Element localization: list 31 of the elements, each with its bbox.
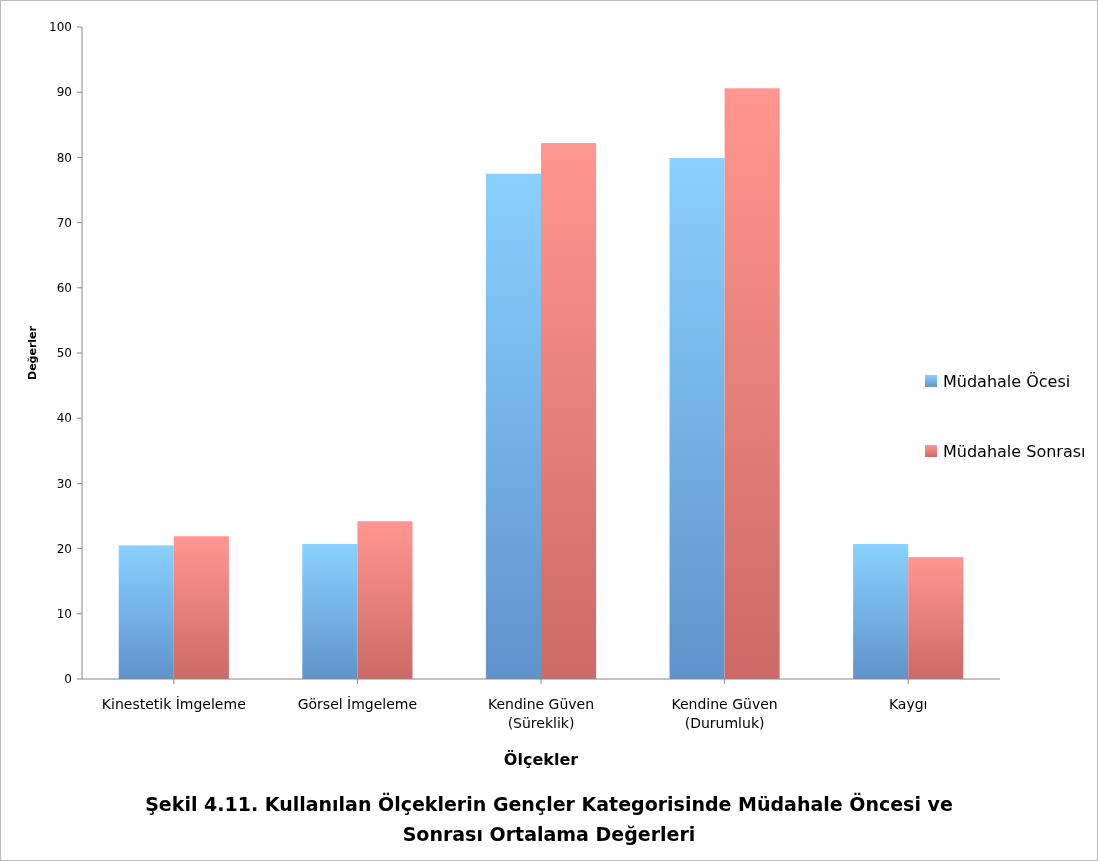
y-tick-label: 80 (56, 150, 72, 165)
bar (541, 143, 597, 679)
text: Şekil 4.11. Kullanılan Ölçeklerin Gençler Kategorisinde Müdahale Öncesi ve Sonrası Ortalama Değerleri (145, 792, 953, 845)
legend-label: Müdahale Öcesi (943, 371, 1071, 391)
bar (302, 544, 358, 679)
bar (173, 536, 229, 679)
x-tick-label: Kinestetik İmgeleme (101, 695, 246, 712)
x-tick-label: Kendine Güven (Süreklik) (487, 696, 595, 731)
bar (908, 557, 964, 679)
bar (853, 544, 909, 679)
y-tick-label: 10 (56, 607, 72, 621)
y-tick-label: 60 (56, 281, 72, 295)
x-tick-label: Kendine Güven (Durumluk) (671, 696, 778, 731)
y-tick-label: 20 (56, 541, 72, 556)
x-tick-label: Kaygı (888, 696, 928, 712)
x-axis-title: Ölçekler (503, 750, 579, 769)
bar (118, 545, 174, 679)
legend-label: Müdahale Sonrası (943, 441, 1086, 461)
y-tick-label: 40 (56, 411, 72, 426)
x-tick-label: Görsel İmgeleme (297, 695, 418, 712)
y-tick-label: 100 (49, 20, 72, 35)
y-tick-label: 0 (64, 672, 72, 687)
y-tick-label: 50 (56, 346, 72, 361)
y-axis-title: Değerler (26, 325, 39, 381)
bar (724, 88, 780, 679)
bar (485, 173, 541, 679)
y-tick-label: 70 (56, 215, 72, 230)
bar (669, 158, 725, 679)
y-tick-label: 30 (56, 476, 72, 491)
bar (357, 521, 413, 679)
y-tick-label: 90 (56, 85, 72, 100)
